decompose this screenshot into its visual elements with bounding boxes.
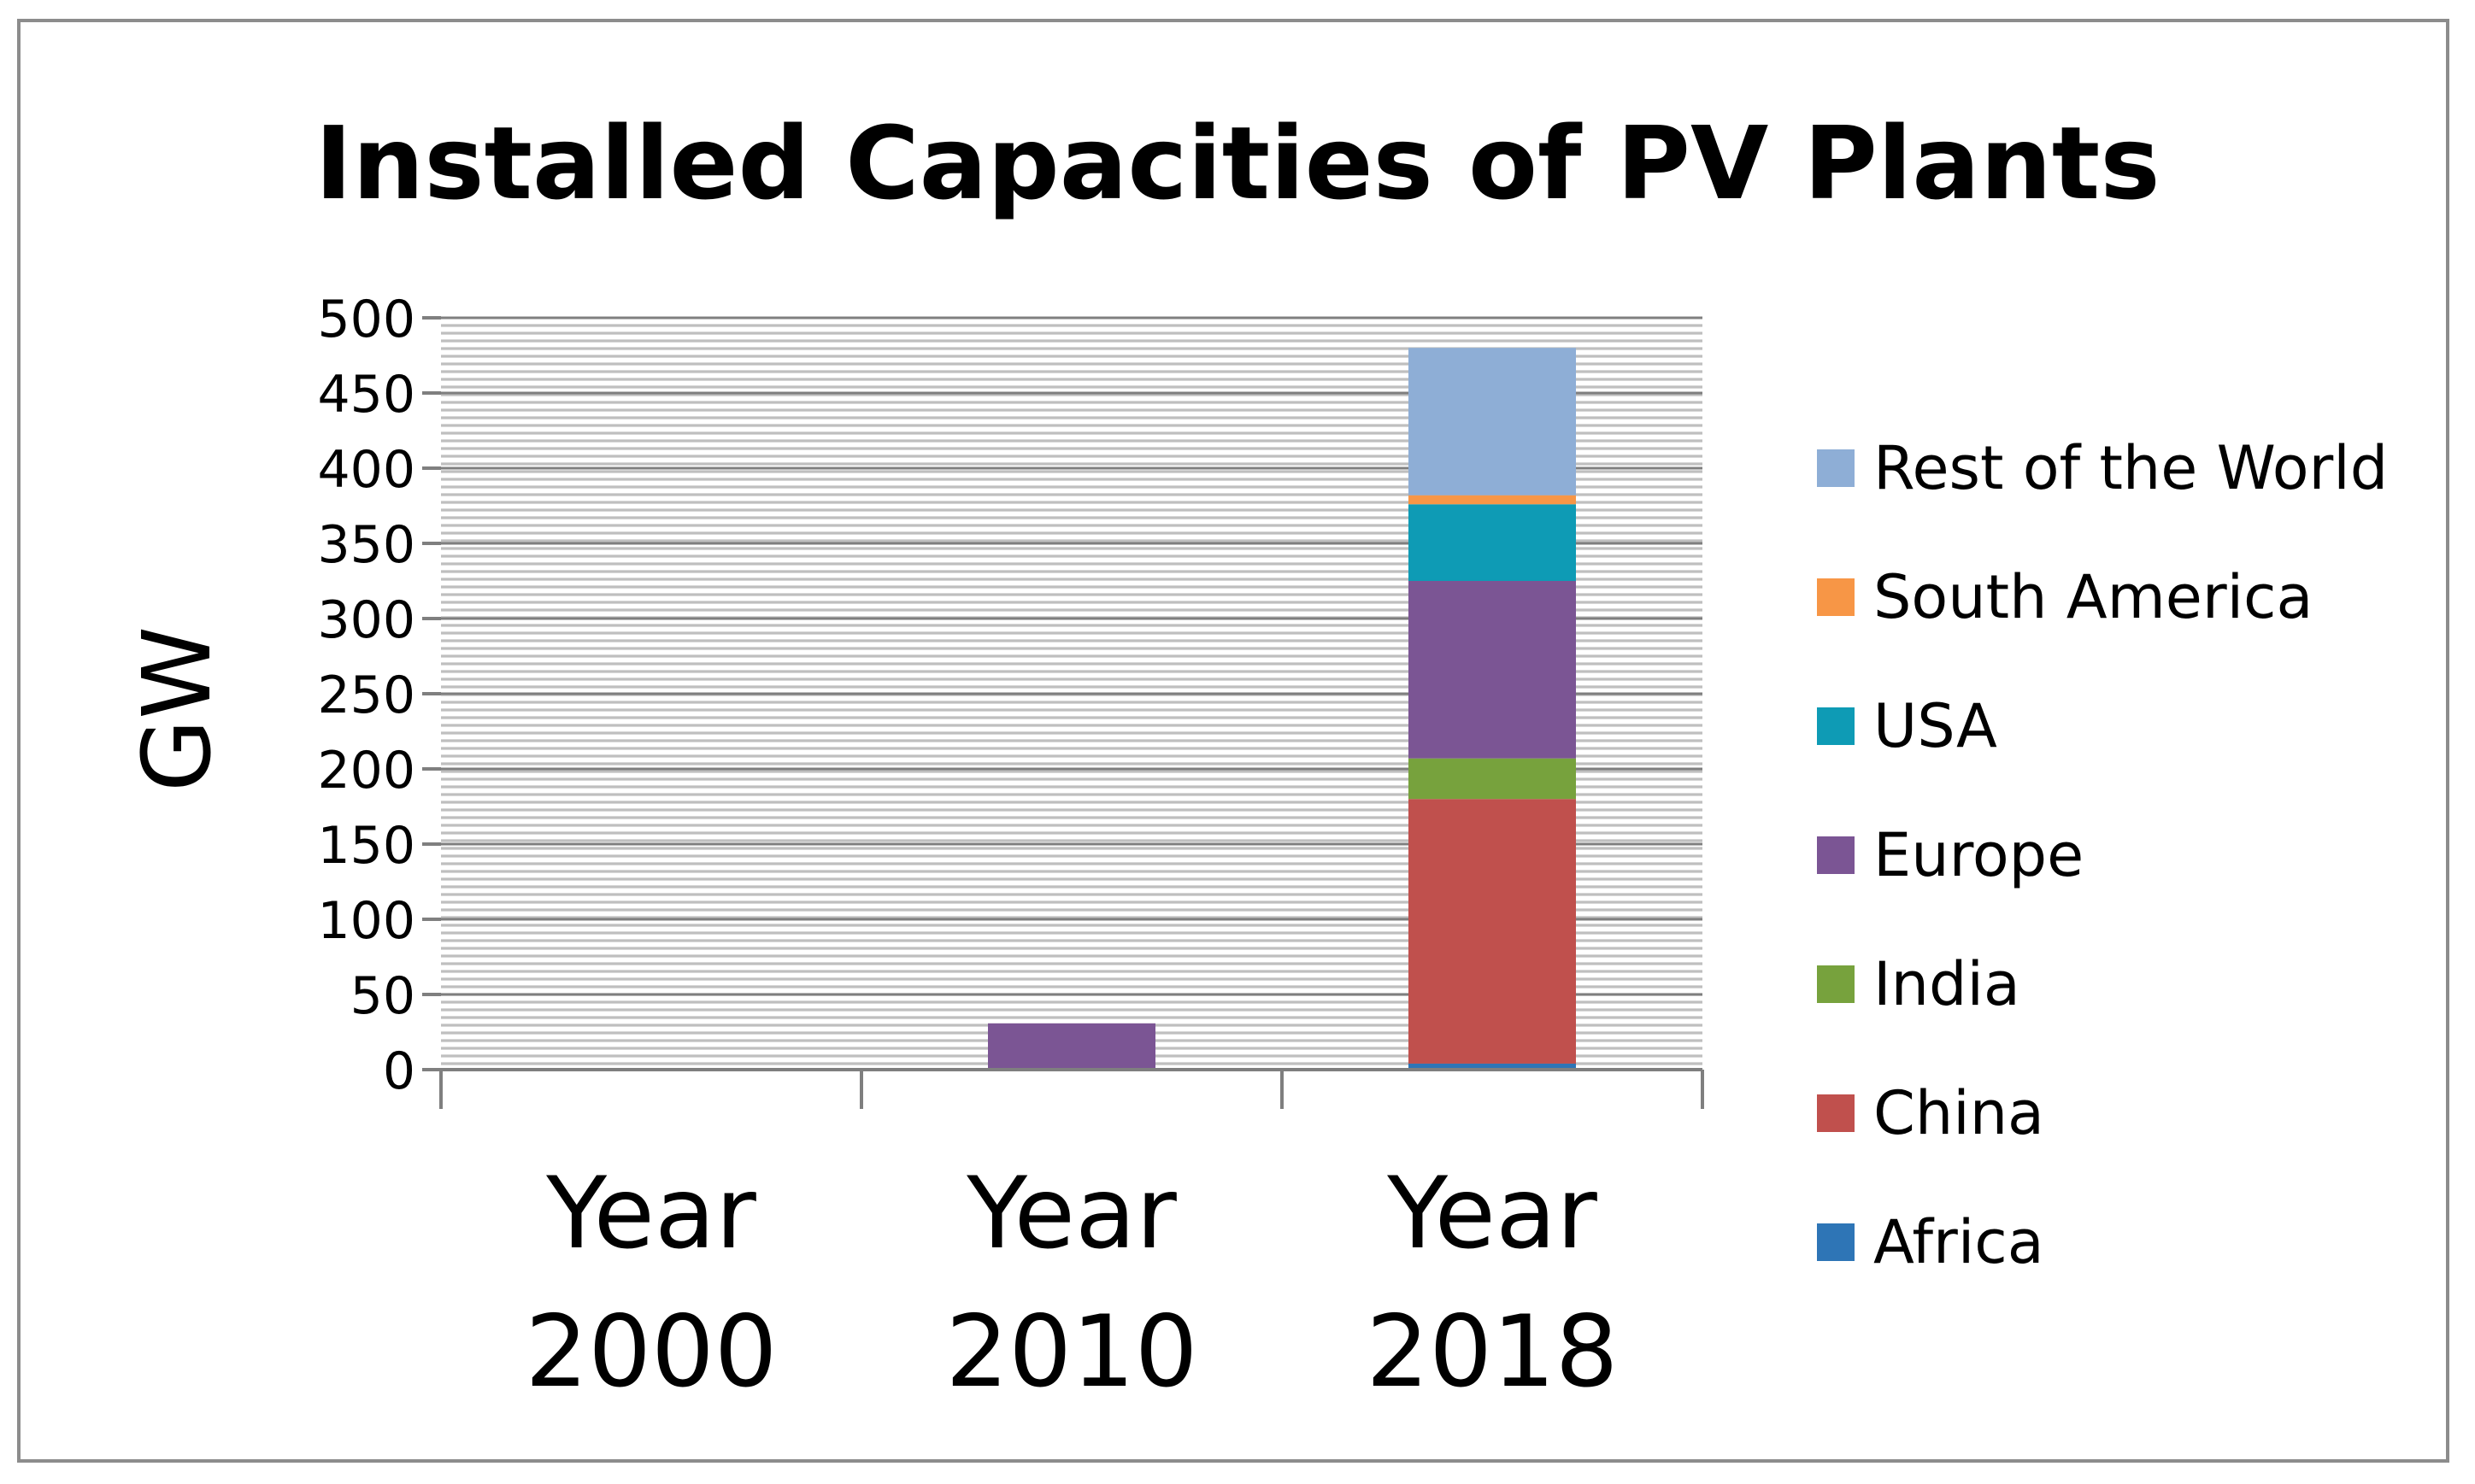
legend-swatch-south-america [1817,578,1855,616]
y-tick-labels: 0 50 100 150 200 250 300 350 400 450 500 [317,290,415,1101]
y-tick-label-250: 250 [317,666,415,725]
x-category-label-1-line-1: 2010 [945,1294,1197,1410]
legend-label-south-america: South America [1873,562,2313,632]
bar-usa-year-2018 [1408,504,1576,581]
legend-label-africa: Africa [1873,1207,2044,1277]
x-category-label-1-line-0: Year [966,1156,1177,1271]
bars [567,348,1576,1070]
bar-europe-year-2010 [988,1023,1155,1069]
chart-title: Installed Capacities of PV Plants [315,104,2160,222]
legend-label-rest-of-the-world: Rest of the World [1873,433,2388,503]
legend-swatch-china [1817,1094,1855,1132]
legend-swatch-usa [1817,707,1855,745]
y-tick-label-200: 200 [317,741,415,801]
y-tick-label-100: 100 [317,891,415,951]
x-category-labels: Year 2000 Year 2010 Year 2018 [525,1156,1618,1410]
legend: Rest of the World South America USA Europe I… [1817,433,2388,1277]
y-tick-label-350: 350 [317,515,415,575]
bar-china-year-2018 [1408,799,1576,1064]
y-tick-label-0: 0 [383,1041,415,1101]
y-tick-label-450: 450 [317,365,415,425]
legend-label-europe: Europe [1873,820,2084,890]
x-category-label-2-line-1: 2018 [1366,1294,1618,1410]
y-axis-label: GW [122,626,232,792]
x-category-label-0-line-1: 2000 [525,1294,777,1410]
bar-south-america-year-2018 [1408,495,1576,505]
legend-label-india: India [1873,949,2020,1019]
x-category-label-2-line-0: Year [1386,1156,1597,1271]
bar-europe-year-2018 [1408,581,1576,759]
legend-swatch-rest-of-the-world [1817,449,1855,487]
bar-rest-of-the-world-year-2018 [1408,348,1576,496]
legend-swatch-india [1817,965,1855,1003]
x-category-label-0-line-0: Year [545,1156,756,1271]
y-tick-label-50: 50 [350,966,415,1026]
legend-label-china: China [1873,1078,2044,1148]
bar-africa-year-2018 [1408,1063,1576,1070]
legend-swatch-europe [1817,836,1855,874]
y-tick-label-500: 500 [317,290,415,349]
legend-swatch-africa [1817,1223,1855,1261]
y-tick-label-400: 400 [317,440,415,500]
legend-label-usa: USA [1873,691,1997,761]
y-tick-label-300: 300 [317,590,415,650]
y-tick-label-150: 150 [317,816,415,876]
axes [422,316,1704,1109]
bar-india-year-2018 [1408,758,1576,800]
